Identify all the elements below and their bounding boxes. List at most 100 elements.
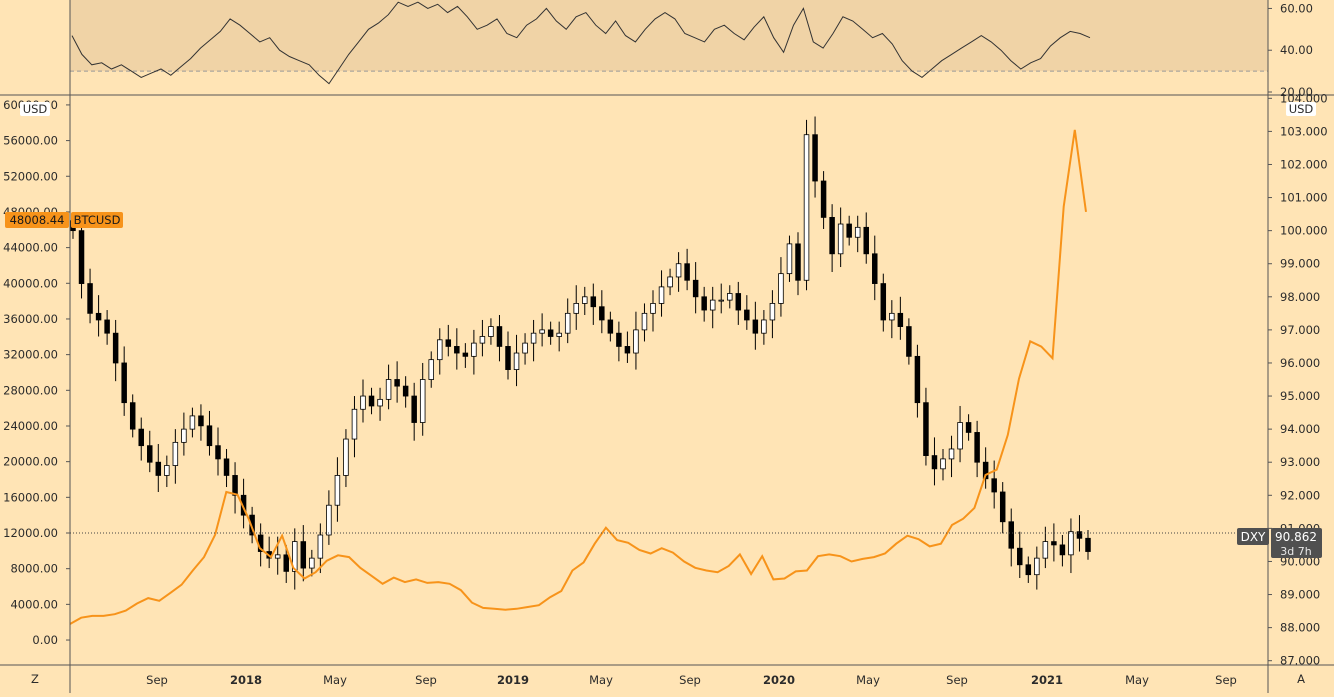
zoom-button[interactable]: Z [31, 672, 39, 686]
x-tick-label: 2021 [1031, 673, 1063, 687]
dxy-candle [837, 207, 844, 268]
dxy-candle [667, 268, 673, 296]
dxy-symbol-label: DXY [1241, 530, 1266, 544]
dxy-tick-label: 99.000 [1280, 257, 1320, 271]
btc-tick-label: 32000.00 [3, 348, 58, 362]
dxy-tick-label: 100.000 [1280, 224, 1328, 238]
dxy-candle [846, 215, 852, 246]
dxy-candle [343, 429, 349, 488]
dxy-candle [215, 427, 221, 476]
dxy-candle [965, 414, 972, 441]
x-tick-label: 2019 [497, 673, 529, 687]
dxy-candle [658, 270, 665, 317]
dxy-candle [138, 417, 144, 461]
dxy-candle [778, 257, 784, 317]
dxy-candle [812, 116, 818, 198]
dxy-candle [573, 285, 579, 330]
dxy-candle [556, 321, 562, 352]
dxy-candle [454, 328, 460, 370]
left-unit-box [20, 102, 50, 116]
dxy-candle [300, 525, 307, 582]
dxy-candle [471, 329, 477, 375]
dxy-candle [496, 314, 503, 362]
oscillator-tick-label: 20.00 [1280, 85, 1313, 99]
dxy-candle [752, 301, 759, 350]
dxy-candle [641, 303, 648, 342]
dxy-tick-label: 97.000 [1280, 323, 1320, 337]
auto-scale-button[interactable]: A [1297, 672, 1305, 686]
dxy-candle [121, 346, 127, 416]
dxy-candle [820, 171, 827, 229]
dxy-candle [982, 447, 989, 489]
dxy-candle [189, 407, 196, 438]
btc-tick-label: 44000.00 [3, 241, 58, 255]
dxy-candle [334, 457, 341, 522]
right-unit-label: USD [1289, 102, 1314, 116]
x-tick-label: Sep [1215, 673, 1237, 687]
dxy-candle [522, 333, 528, 365]
dxy-candle [1017, 531, 1023, 578]
btc-tick-label: 28000.00 [3, 383, 58, 397]
dxy-candle [880, 273, 887, 332]
dxy-candle [829, 204, 835, 272]
dxy-candle [309, 549, 315, 577]
dxy-candle [675, 252, 682, 292]
dxy-candle [999, 482, 1006, 534]
dxy-candle [326, 490, 332, 545]
dxy-candle [872, 235, 878, 301]
dxy-candle [1076, 515, 1083, 552]
dxy-candle [735, 281, 742, 325]
x-tick-label: May [589, 673, 613, 687]
dxy-candle [283, 544, 289, 583]
dxy-candle [795, 232, 801, 296]
dxy-candle [1034, 546, 1040, 590]
dxy-tick-label: 87.000 [1280, 654, 1320, 668]
oscillator-line [71, 1, 1091, 85]
dxy-candle [317, 523, 324, 574]
dxy-candle [164, 455, 170, 488]
dxy-candle [650, 290, 656, 332]
dxy-candle [385, 364, 392, 410]
dxy-candle [479, 319, 486, 357]
btc-tick-label: 24000.00 [3, 419, 58, 433]
dxy-candle [718, 283, 724, 314]
btc-tick-label: 8000.00 [10, 562, 58, 576]
dxy-candle [172, 429, 179, 484]
dxy-candle [923, 387, 929, 466]
btc-symbol-tag [71, 212, 123, 228]
oscillator-tick-label: 40.00 [1280, 43, 1313, 57]
dxy-candle [889, 300, 895, 339]
dxy-countdown: 3d 7h [1280, 545, 1311, 558]
dxy-candle [240, 478, 247, 529]
dxy-candle [906, 318, 912, 365]
dxy-candle [607, 311, 614, 342]
dxy-tick-label: 95.000 [1280, 389, 1320, 403]
dxy-candle [232, 462, 238, 514]
dxy-tick-label: 101.000 [1280, 191, 1328, 205]
dxy-candle [701, 286, 707, 322]
dxy-candle [564, 298, 571, 344]
right-unit-box [1286, 102, 1316, 116]
btc-tick-label: 52000.00 [3, 169, 58, 183]
dxy-candle [769, 290, 776, 339]
dxy-price-tag [1271, 528, 1322, 558]
dxy-tick-label: 102.000 [1280, 157, 1328, 171]
dxy-candle [582, 286, 588, 315]
dxy-tick-label: 88.000 [1280, 621, 1320, 635]
dxy-tick-label: 89.000 [1280, 588, 1320, 602]
dxy-candle [692, 262, 699, 314]
dxy-candle [1059, 534, 1066, 567]
dxy-tick-label: 96.000 [1280, 356, 1320, 370]
dxy-candle [513, 334, 520, 387]
x-tick-label: Sep [679, 673, 701, 687]
dxy-candle [505, 331, 511, 380]
dxy-candle [599, 290, 605, 334]
dxy-candle [914, 344, 921, 418]
dxy-tick-label: 92.000 [1280, 488, 1320, 502]
dxy-candle [419, 362, 426, 436]
dxy-candle [1051, 523, 1057, 562]
dxy-candle [624, 331, 631, 363]
dxy-candle [761, 310, 767, 345]
